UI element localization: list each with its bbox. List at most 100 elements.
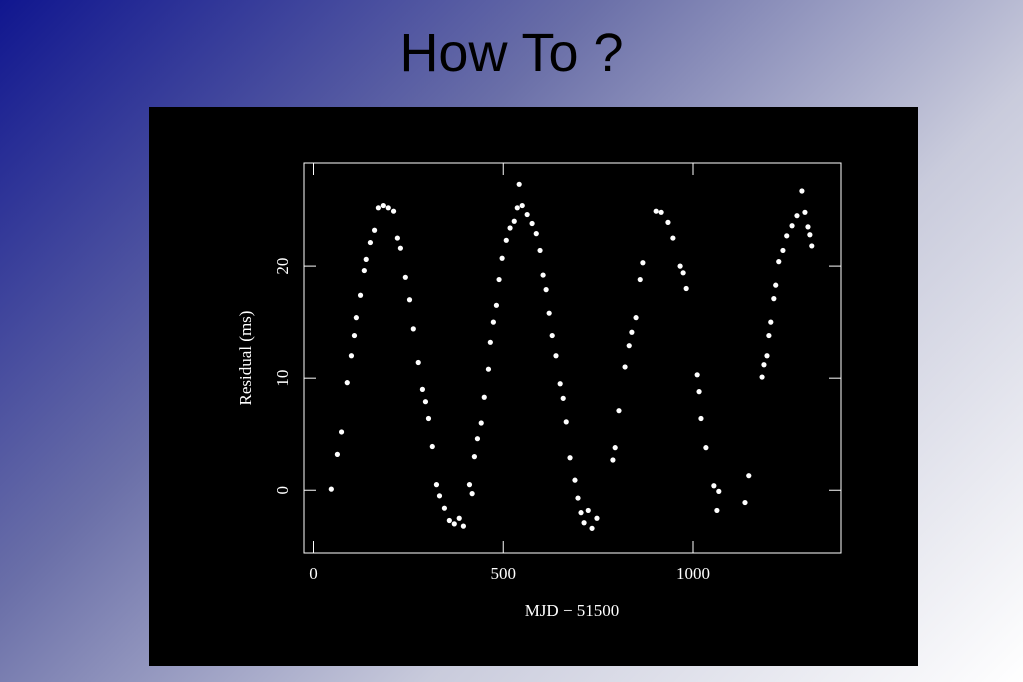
data-point xyxy=(371,227,378,233)
data-point xyxy=(553,353,559,359)
data-point xyxy=(493,302,500,308)
x-tick-label: 1000 xyxy=(676,564,710,583)
data-point xyxy=(809,243,815,249)
data-point xyxy=(711,483,717,489)
data-point xyxy=(742,499,748,506)
data-point xyxy=(578,510,584,516)
data-point xyxy=(610,457,616,463)
data-point xyxy=(425,415,432,422)
data-point xyxy=(433,482,440,488)
data-point xyxy=(784,233,790,239)
data-point xyxy=(446,517,452,524)
data-point xyxy=(633,315,639,321)
data-point xyxy=(746,473,752,479)
data-point xyxy=(714,507,720,514)
data-point xyxy=(549,332,555,339)
data-point xyxy=(766,332,772,339)
data-point xyxy=(665,219,671,225)
data-point xyxy=(474,436,481,442)
data-point xyxy=(507,225,513,231)
data-point xyxy=(802,209,808,215)
data-point xyxy=(629,329,635,335)
data-point xyxy=(698,415,704,422)
data-point xyxy=(764,353,770,359)
data-point xyxy=(511,218,517,224)
data-point xyxy=(677,263,683,269)
data-point xyxy=(696,389,702,395)
data-point xyxy=(451,521,457,527)
data-point xyxy=(499,255,505,261)
data-point xyxy=(524,211,530,218)
data-point xyxy=(485,366,492,372)
data-point xyxy=(658,209,664,215)
data-point xyxy=(344,380,350,386)
chart-background xyxy=(149,107,918,666)
data-point xyxy=(612,445,618,451)
data-point xyxy=(703,445,709,451)
data-point xyxy=(478,420,484,426)
data-point xyxy=(429,443,435,450)
data-point xyxy=(338,429,345,435)
data-point xyxy=(626,343,632,349)
data-point xyxy=(460,523,466,529)
data-point xyxy=(567,455,573,461)
data-point xyxy=(773,282,779,288)
data-point xyxy=(557,381,563,387)
data-point xyxy=(397,245,403,251)
data-point xyxy=(390,208,397,214)
data-point xyxy=(805,224,811,230)
data-point xyxy=(680,270,686,276)
data-point xyxy=(789,223,795,229)
data-point xyxy=(533,231,539,237)
y-tick-label: 20 xyxy=(273,258,292,275)
data-point xyxy=(415,359,421,366)
data-point xyxy=(348,353,355,359)
data-point xyxy=(759,374,765,380)
data-point xyxy=(529,220,535,227)
y-tick-label: 0 xyxy=(273,486,292,495)
data-point xyxy=(328,486,334,492)
data-point xyxy=(419,386,426,392)
data-point xyxy=(575,495,581,501)
x-axis-label: MJD − 51500 xyxy=(525,601,620,620)
data-point xyxy=(683,285,689,292)
data-point xyxy=(380,202,386,209)
data-point xyxy=(351,332,358,339)
data-point xyxy=(490,319,496,325)
plot-frame xyxy=(303,162,842,554)
data-point xyxy=(353,315,359,321)
data-point xyxy=(560,395,566,401)
data-point xyxy=(469,491,475,497)
data-point xyxy=(794,213,800,219)
y-tick-label: 10 xyxy=(273,370,292,387)
data-point xyxy=(799,188,805,194)
data-point xyxy=(394,235,400,241)
data-point xyxy=(334,451,340,457)
data-point xyxy=(487,339,493,345)
data-point xyxy=(481,394,487,400)
x-tick-label: 500 xyxy=(490,564,516,583)
y-axis-label: Residual (ms) xyxy=(236,311,255,406)
chart: MJD − 51500 Residual (ms) 0 500 1000 0 10 20 xyxy=(149,107,918,666)
data-point xyxy=(422,399,429,405)
data-point xyxy=(616,408,622,414)
data-point xyxy=(363,256,369,262)
data-point xyxy=(367,239,374,246)
data-point xyxy=(496,276,502,283)
data-point xyxy=(375,205,381,211)
data-point xyxy=(540,272,546,278)
data-point xyxy=(361,267,367,274)
data-point xyxy=(807,232,813,238)
data-point xyxy=(563,419,569,425)
data-point xyxy=(514,205,520,211)
data-point xyxy=(572,477,578,483)
data-point xyxy=(622,364,628,370)
data-point xyxy=(780,247,786,254)
data-point xyxy=(768,319,774,325)
data-point xyxy=(537,247,543,254)
data-point xyxy=(776,259,782,265)
data-point xyxy=(581,520,587,526)
data-point xyxy=(771,296,777,302)
data-point xyxy=(519,202,525,209)
